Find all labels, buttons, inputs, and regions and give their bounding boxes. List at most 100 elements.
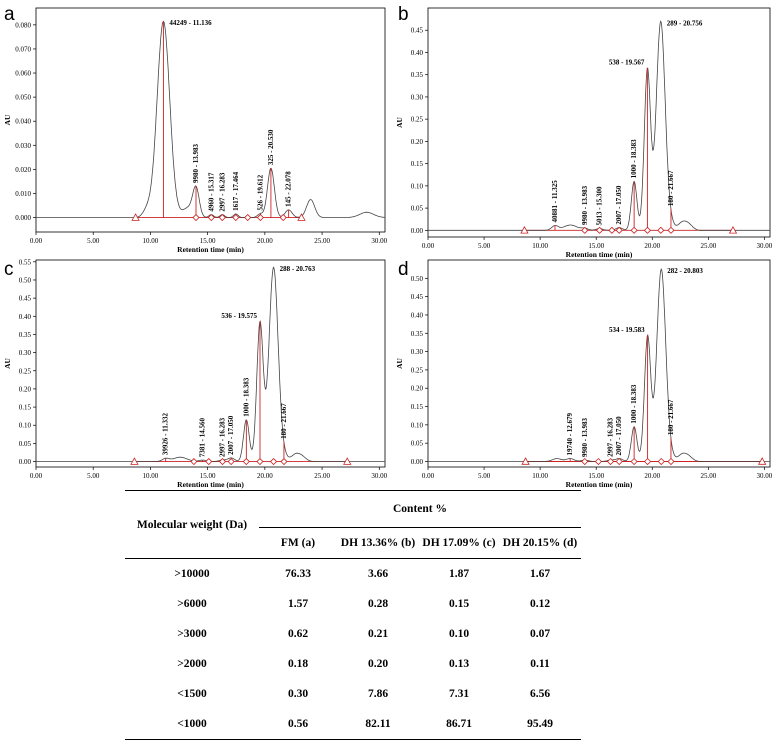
table-row: >6000 1.57 0.28 0.15 0.12 xyxy=(125,589,581,619)
x-tick-label: 5.00 xyxy=(478,242,491,250)
x-tick-label: 10.00 xyxy=(143,237,159,245)
peak-label: 2997 - 16.283 xyxy=(607,417,615,457)
table-cell: 0.12 xyxy=(529,598,551,610)
table-row: >10000 76.33 3.66 1.87 1.67 xyxy=(125,559,581,590)
y-tick-label: 0.30 xyxy=(19,349,32,357)
chromatogram-c: 0.00 5.00 10.00 15.00 20.00 25.00 30.00 0.00 0.0… xyxy=(3,258,388,489)
y-tick-label: 0.45 xyxy=(411,27,424,35)
y-tick-label: 0.10 xyxy=(19,422,32,430)
x-tick-label: 5.00 xyxy=(87,237,100,245)
y-tick-label: 0.15 xyxy=(411,403,424,411)
peak-label: 5013 - 15.300 xyxy=(596,186,604,226)
peak-label: 9980 - 13.983 xyxy=(192,143,200,183)
x-tick-label: 20.00 xyxy=(644,242,660,250)
triangle-marker xyxy=(520,226,529,234)
peak-label: 44249 - 11.136 xyxy=(169,19,212,27)
chromatogram-panel-b: b 0.00 5.00 10.00 15.00 20.00 25.00 30.00 0.00 0… xyxy=(390,0,780,259)
y-tick-label: 0.45 xyxy=(411,293,424,301)
y-tick-label: 0.55 xyxy=(19,258,32,266)
peak-label: 538 - 19.567 xyxy=(609,59,645,67)
peak-label: 7381 - 14.560 xyxy=(199,417,207,457)
peak-label: 4960 - 15.317 xyxy=(207,172,215,212)
table-cell: 0.11 xyxy=(530,658,550,670)
peak-label: 288 - 20.763 xyxy=(280,265,316,273)
y-tick-label: 0.50 xyxy=(411,275,424,283)
y-tick-label: 0.010 xyxy=(15,190,31,198)
plot-frame xyxy=(427,259,771,468)
peak-label: 180 - 21.667 xyxy=(280,403,288,439)
peak-label: 536 - 19.575 xyxy=(221,312,257,320)
x-tick-label: 10.00 xyxy=(143,472,159,480)
y-axis-title: AU xyxy=(395,358,404,369)
x-tick-label: 30.00 xyxy=(371,237,387,245)
peak-label: 289 - 20.756 xyxy=(667,19,703,27)
chromatogram-trace xyxy=(36,266,385,463)
diamond-marker xyxy=(242,457,250,466)
panel-letter: c xyxy=(4,259,14,280)
peak-label: 2997 - 16.283 xyxy=(218,172,226,212)
triangle-marker xyxy=(130,457,139,465)
y-tick-label: 0.10 xyxy=(411,421,424,429)
y-tick-label: 0.25 xyxy=(411,116,424,124)
table-cell: 7.86 xyxy=(367,688,389,700)
table-cell: 0.62 xyxy=(287,628,309,640)
table-row: <1000 0.56 82.11 86.71 95.49 xyxy=(125,709,581,740)
diamond-marker xyxy=(594,457,603,466)
x-axis-title: Retention time (min) xyxy=(566,480,633,489)
x-tick-label: 15.00 xyxy=(200,237,216,245)
peak-label: 9980 - 13.983 xyxy=(581,185,589,225)
row-label: >3000 xyxy=(177,628,207,640)
peak-label: 40881 - 11.325 xyxy=(551,180,559,223)
group-header: Content % xyxy=(259,490,581,528)
diamond-marker xyxy=(581,226,589,234)
y-tick-label: 0.00 xyxy=(411,458,424,466)
x-tick-label: 10.00 xyxy=(532,242,548,250)
diamond-marker xyxy=(581,457,589,466)
chromatogram-panel-c: c 0.00 5.00 10.00 15.00 20.00 25.00 30.00 0.00 0… xyxy=(0,255,390,489)
table-cell: 6.56 xyxy=(529,688,551,700)
x-tick-label: 5.00 xyxy=(87,472,100,480)
plot-frame xyxy=(35,259,386,468)
y-tick-label: 0.25 xyxy=(19,367,32,375)
y-tick-label: 0.080 xyxy=(15,21,31,29)
diamond-marker xyxy=(643,226,652,234)
x-tick-label: 25.00 xyxy=(314,237,330,245)
table-cell: 0.10 xyxy=(448,628,470,640)
table-cell: 7.31 xyxy=(448,688,470,700)
x-tick-label: 20.00 xyxy=(257,237,273,245)
peak-label: 2007 - 17.050 xyxy=(227,415,235,455)
x-tick-label: 30.00 xyxy=(371,472,387,480)
x-tick-label: 30.00 xyxy=(757,242,773,250)
chromatogram-trace xyxy=(428,267,770,462)
diamond-marker xyxy=(657,226,665,234)
row-label: <1500 xyxy=(177,688,207,700)
x-tick-label: 25.00 xyxy=(700,472,716,480)
column-header: DH 13.36% (b) xyxy=(337,527,419,559)
y-tick-label: 0.20 xyxy=(411,138,424,146)
y-tick-label: 0.35 xyxy=(411,71,424,79)
peak-label: 2007 - 17.050 xyxy=(615,416,623,456)
diamond-marker xyxy=(244,213,252,222)
chromatogram-a: 0.00 5.00 10.00 15.00 20.00 25.00 30.00 0.000 0.… xyxy=(3,7,388,254)
plot-frame xyxy=(35,7,386,233)
peak-label: 39926 - 11.332 xyxy=(162,412,170,455)
y-tick-label: 0.40 xyxy=(19,313,32,321)
triangle-marker xyxy=(757,457,767,465)
diamond-marker xyxy=(657,457,665,466)
peak-label: 2007 - 17.050 xyxy=(615,185,623,225)
table-cell: 0.18 xyxy=(287,658,309,670)
y-axis-title: AU xyxy=(3,358,12,369)
table-cell: 1.87 xyxy=(448,568,470,580)
x-tick-label: 15.00 xyxy=(588,242,604,250)
x-axis-title: Retention time (min) xyxy=(177,245,244,254)
diamond-marker xyxy=(269,457,278,466)
y-tick-label: 0.00 xyxy=(19,458,32,466)
diamond-marker xyxy=(256,213,264,222)
peak-label: 9980 - 13.983 xyxy=(581,417,589,457)
table-cell: 95.49 xyxy=(499,709,581,740)
y-tick-label: 0.30 xyxy=(411,93,424,101)
y-tick-label: 0.15 xyxy=(19,404,32,412)
y-axis-title: AU xyxy=(3,114,12,125)
diamond-marker xyxy=(630,226,638,234)
y-tick-label: 0.020 xyxy=(15,166,31,174)
